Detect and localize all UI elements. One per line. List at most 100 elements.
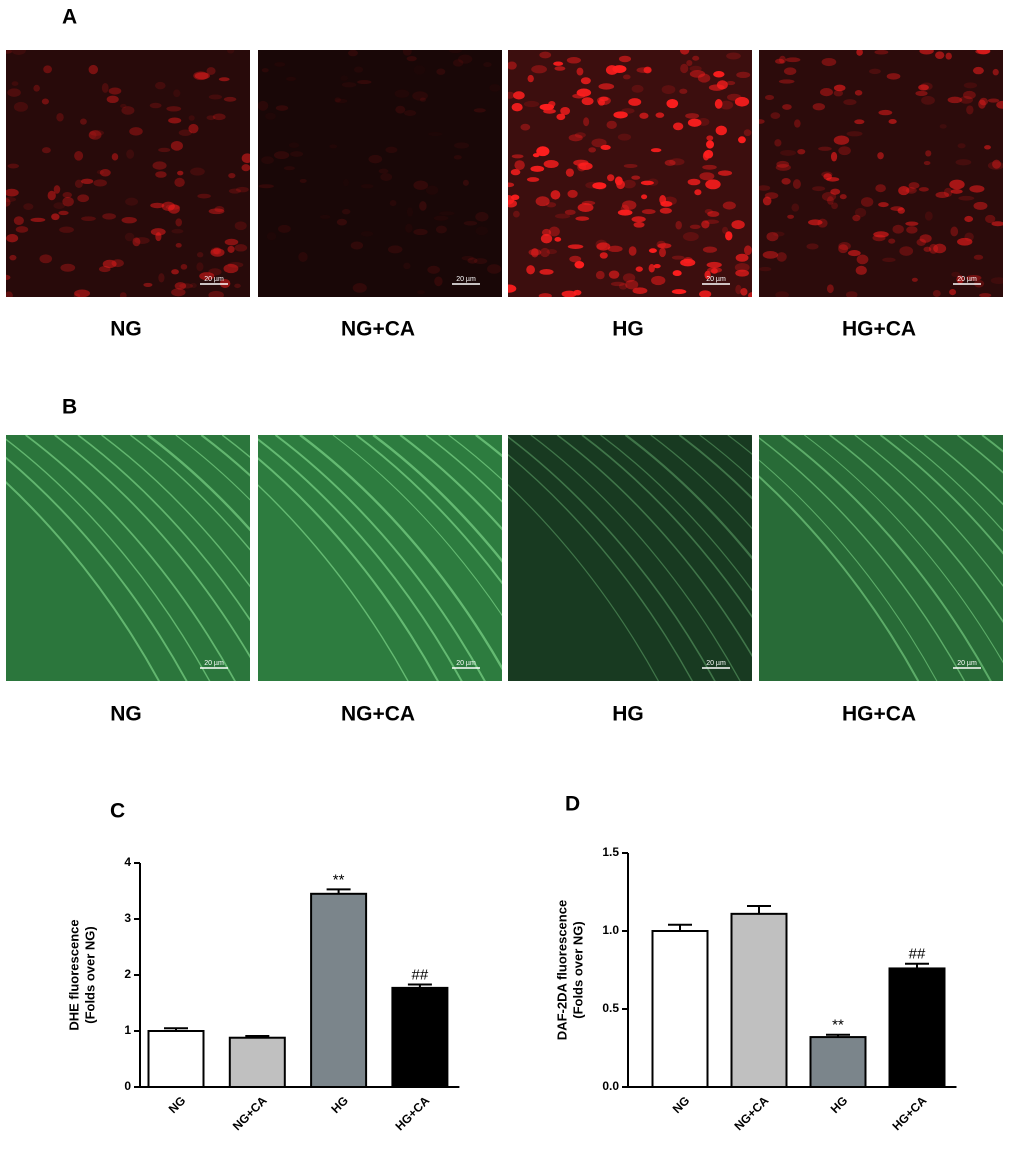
nucleus [168, 204, 180, 214]
nucleus [241, 153, 250, 164]
nucleus [951, 271, 961, 277]
nucleus [780, 149, 797, 156]
nucleus [385, 146, 398, 154]
nucleus [581, 200, 596, 206]
nucleus [101, 82, 109, 93]
micrograph [508, 50, 752, 297]
y-axis-label: DHE fluorescence [66, 919, 81, 1030]
nucleus [833, 89, 844, 97]
nucleus [738, 136, 746, 144]
nucleus [526, 265, 535, 275]
nucleus [892, 224, 904, 234]
nucleus [699, 290, 712, 297]
nucleus [918, 187, 929, 192]
y-tick-label: 1.5 [602, 845, 619, 859]
nucleus [406, 56, 417, 62]
nucleus [334, 97, 341, 103]
nucleus [722, 226, 729, 234]
panel-label: D [565, 793, 580, 816]
nucleus [764, 94, 775, 101]
nucleus [731, 220, 745, 230]
micrograph-content [759, 435, 1003, 681]
nucleus [299, 178, 307, 183]
nucleus [902, 187, 915, 193]
nucleus [897, 207, 905, 214]
nucleus [98, 266, 111, 273]
nucleus [228, 188, 242, 194]
nucleus [631, 216, 646, 223]
nucleus [830, 188, 841, 195]
nucleus [208, 208, 225, 215]
nucleus [88, 131, 97, 140]
nucleus [530, 165, 545, 172]
nucleus [161, 201, 175, 211]
nucleus [212, 113, 226, 121]
fiber [899, 435, 1003, 532]
micrograph [759, 50, 1003, 297]
nucleus [608, 270, 620, 279]
nucleus [483, 62, 492, 68]
nucleus [210, 247, 220, 255]
nucleus [978, 99, 986, 109]
nucleus [452, 59, 464, 67]
nucleus [548, 100, 556, 108]
nucleus [598, 83, 615, 90]
bar [809, 1036, 867, 1088]
nucleus [778, 79, 795, 84]
fiber [146, 435, 250, 532]
scale-label: 20 µm [706, 276, 726, 283]
fiber [508, 453, 694, 681]
nucleus [933, 243, 947, 254]
nucleus [839, 194, 847, 200]
nucleus [352, 283, 367, 293]
nucleus [734, 96, 750, 107]
bar [730, 912, 788, 1089]
y-tick-label: 0.5 [602, 1001, 619, 1015]
nucleus [699, 172, 715, 181]
nucleus [173, 89, 181, 98]
nucleus [950, 226, 959, 237]
nucleus [689, 65, 702, 72]
nucleus [949, 288, 957, 296]
nucleus [206, 115, 216, 121]
nucleus [877, 152, 884, 160]
fiber [650, 435, 752, 530]
nucleus [628, 98, 642, 106]
nucleus [772, 231, 785, 237]
nucleus [261, 156, 274, 164]
nucleus [992, 68, 999, 76]
micrograph [759, 435, 1003, 681]
nucleus [776, 160, 790, 168]
nucleus [976, 50, 991, 55]
nucleus [197, 193, 211, 199]
nucleus [564, 209, 576, 215]
nucleus [818, 146, 832, 151]
fiber [448, 435, 502, 481]
nucleus [599, 96, 609, 102]
micrograph-content [6, 50, 250, 297]
error-bar [668, 923, 692, 931]
nucleus [106, 95, 119, 104]
nucleus [387, 245, 403, 254]
nucleus [11, 81, 19, 86]
nucleus [697, 73, 711, 83]
fiber [581, 435, 752, 619]
group-label: NG [110, 703, 142, 726]
nucleus [527, 74, 534, 83]
nucleus [124, 232, 135, 242]
nucleus [510, 168, 521, 176]
nucleus [959, 96, 974, 104]
nucleus [267, 232, 277, 240]
nucleus [23, 203, 34, 211]
nucleus [188, 123, 199, 134]
nucleus [966, 105, 974, 115]
background [6, 50, 250, 297]
nucleus [298, 251, 308, 262]
nucleus [827, 196, 834, 205]
nucleus [710, 267, 718, 274]
y-tick-label: 3 [124, 911, 131, 925]
nucleus [199, 272, 215, 281]
nucleus [155, 232, 162, 242]
nucleus [508, 199, 517, 208]
fiber [274, 435, 486, 681]
